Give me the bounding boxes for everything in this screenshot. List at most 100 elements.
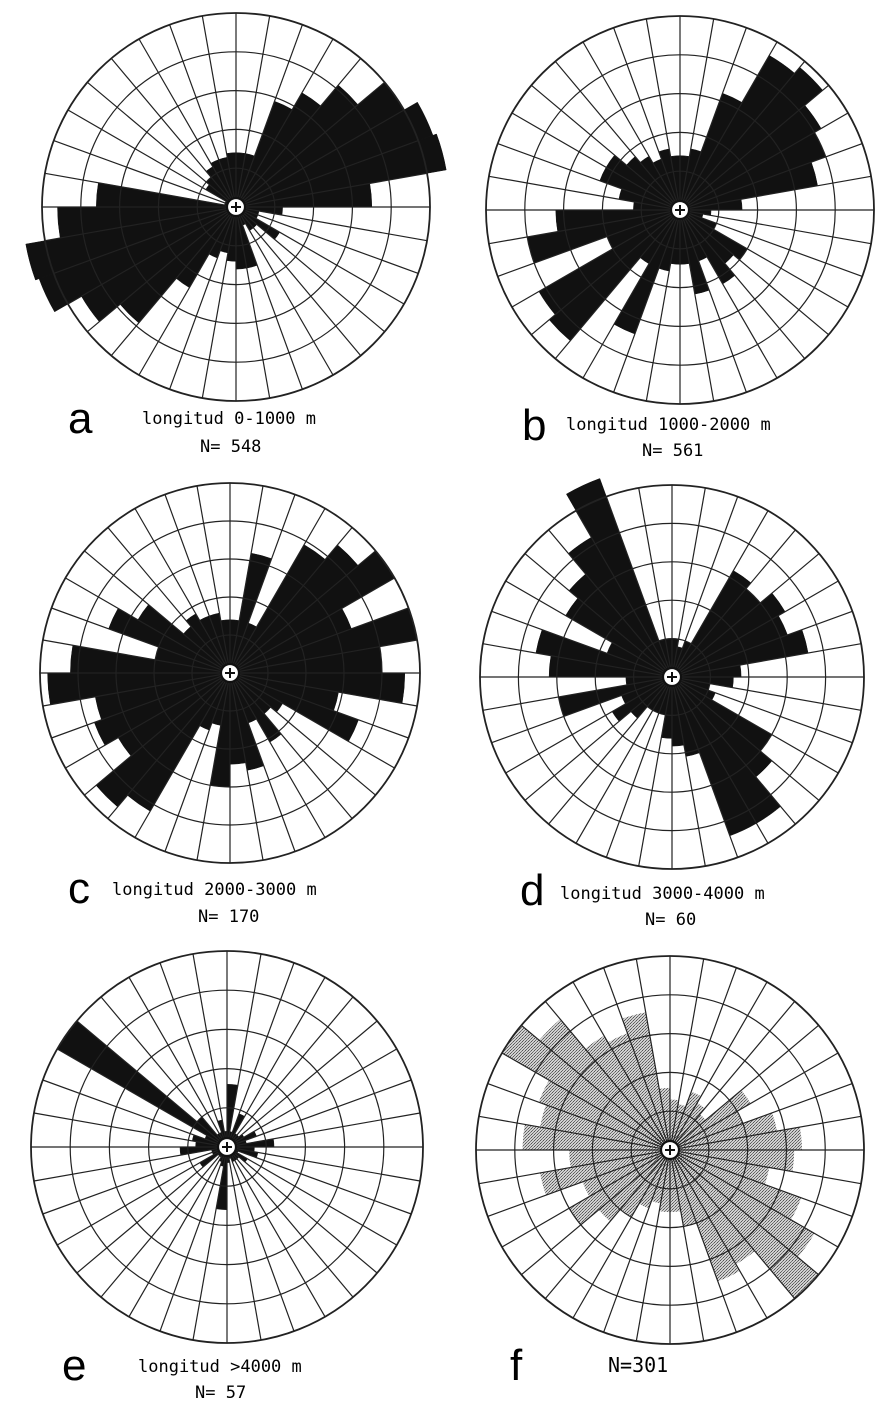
rose-chart-f — [475, 955, 865, 1345]
panel-letter-a: a — [68, 394, 93, 443]
center-marker-icon — [219, 662, 241, 684]
panel-title-d: longitud 3000-4000 m — [560, 884, 765, 904]
sample-size-b: N= 561 — [642, 441, 703, 461]
grid-spoke — [42, 639, 221, 672]
rose-petal-f-230deg — [569, 1150, 670, 1225]
grid-spoke — [605, 686, 670, 858]
rose-petal-d-330deg — [566, 478, 673, 678]
grid-spoke — [679, 1152, 853, 1217]
grid-spoke — [638, 487, 671, 668]
rose-petal-f-220deg — [598, 1150, 670, 1222]
grid-spoke — [679, 1083, 853, 1148]
grid-spoke — [245, 208, 428, 242]
grid-spoke — [169, 216, 234, 390]
grid-spoke — [201, 216, 235, 399]
grid-spoke — [684, 218, 778, 379]
grid-spoke — [682, 27, 747, 201]
panel-letter-b: b — [522, 401, 546, 450]
grid-spoke — [243, 81, 385, 202]
grid-spoke — [234, 508, 326, 665]
grid-spoke — [192, 953, 226, 1138]
center-marker-icon — [659, 1139, 681, 1161]
grid-spoke — [229, 1156, 295, 1332]
grid-spoke — [505, 681, 664, 774]
grid-spoke — [613, 219, 678, 393]
rose-chart-a — [25, 12, 447, 402]
grid-spoke — [236, 1079, 412, 1145]
grid-spoke — [685, 61, 806, 203]
grid-spoke — [241, 58, 362, 200]
grid-spoke — [138, 215, 232, 376]
grid-spoke — [681, 610, 853, 675]
rose-petal-f-210deg — [620, 1150, 670, 1218]
grid-spoke — [491, 679, 663, 744]
grid-spoke — [676, 685, 769, 844]
grid-spoke — [680, 681, 839, 774]
grid-spoke — [677, 529, 796, 670]
grid-spoke — [605, 496, 670, 668]
grid-spoke — [228, 953, 262, 1138]
grid-spoke — [478, 1151, 661, 1185]
grid-spoke — [491, 610, 663, 675]
grid-spoke — [488, 175, 671, 209]
grid-spoke — [236, 1149, 412, 1215]
grid-spoke — [42, 674, 221, 707]
rose-chart-c — [39, 482, 421, 864]
center-marker-icon — [669, 199, 691, 221]
rose-petal-f-240deg — [582, 1150, 670, 1197]
panel-title-e: longitud >4000 m — [138, 1357, 302, 1377]
grid-spoke — [67, 109, 228, 203]
rose-petal-f-40deg — [670, 1114, 706, 1150]
grid-spoke — [237, 216, 271, 399]
grid-spoke — [681, 18, 715, 201]
grid-spoke — [572, 981, 666, 1142]
rose-petals — [25, 81, 447, 324]
sample-size-a: N= 548 — [200, 437, 261, 457]
grid-spoke — [672, 967, 737, 1141]
sample-size-c: N= 170 — [198, 907, 259, 927]
rose-petal-f-30deg — [670, 1103, 705, 1150]
grid-spoke — [682, 219, 747, 393]
grid-spoke — [107, 680, 225, 819]
grid-spoke — [681, 679, 853, 744]
grid-spoke — [232, 494, 296, 664]
grid-spoke — [245, 209, 419, 274]
grid-spoke — [67, 211, 228, 305]
grid-spoke — [232, 682, 296, 852]
grid-spoke — [572, 1158, 666, 1319]
grid-spoke — [675, 1001, 796, 1143]
sample-size-e: N= 57 — [195, 1383, 246, 1401]
grid-spoke — [688, 214, 849, 308]
grid-spoke — [548, 529, 667, 670]
grid-spoke — [44, 172, 227, 206]
grid-spoke — [234, 1152, 378, 1274]
rose-chart-b — [485, 15, 875, 405]
rose-chart-e — [30, 950, 424, 1344]
rose-petal-f-330deg — [607, 1033, 670, 1150]
grid-spoke — [228, 1156, 262, 1341]
rose-petal-f-310deg — [539, 1019, 670, 1150]
grid-spoke — [231, 485, 264, 664]
grid-spoke — [681, 643, 862, 676]
grid-spoke — [635, 958, 669, 1141]
grid-spoke — [169, 24, 234, 198]
grid-spoke — [65, 577, 222, 669]
grid-spoke — [671, 1159, 705, 1342]
rose-petal-f-50deg — [670, 1090, 751, 1150]
grid-spoke — [159, 1156, 225, 1332]
grid-spoke — [673, 686, 706, 867]
grid-spoke — [235, 527, 353, 666]
polar-grid — [475, 955, 865, 1345]
grid-spoke — [87, 81, 229, 202]
grid-spoke — [237, 15, 271, 198]
grid-spoke — [232, 996, 354, 1140]
grid-spoke — [671, 958, 705, 1141]
grid-spoke — [674, 981, 768, 1142]
grid-spoke — [487, 1083, 661, 1148]
polar-grid — [39, 482, 421, 864]
grid-spoke — [582, 218, 676, 379]
grid-spoke — [238, 216, 303, 390]
grid-spoke — [548, 684, 667, 825]
grid-spoke — [201, 15, 235, 198]
grid-spoke — [497, 212, 671, 277]
